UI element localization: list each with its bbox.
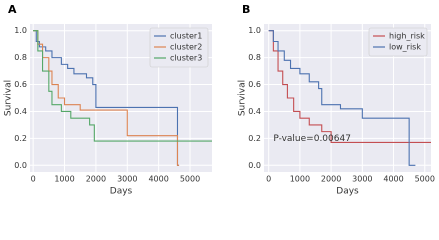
annotation: P-value=0.00647 — [273, 134, 351, 144]
y-tick-label: 0.6 — [248, 80, 261, 89]
y-axis-label: Survival — [238, 80, 248, 116]
panel-label: A — [8, 3, 17, 16]
x-tick-label: 5000 — [415, 175, 435, 184]
x-tick-label: 1000 — [54, 175, 74, 184]
x-tick-label: 4000 — [383, 175, 403, 184]
y-tick-label: 0.4 — [14, 107, 27, 116]
legend-label: high_risk — [389, 32, 425, 41]
y-tick-label: 1.0 — [248, 26, 261, 35]
x-tick-label: 3000 — [117, 175, 137, 184]
y-tick-label: 1.0 — [14, 26, 27, 35]
survival-curve — [33, 30, 180, 166]
y-tick-label: 0.8 — [14, 53, 27, 62]
x-tick-label: 0 — [31, 175, 36, 184]
x-tick-label: 2000 — [86, 175, 106, 184]
x-axis-label: Days — [336, 187, 359, 197]
legend-label: cluster2 — [170, 43, 202, 52]
legend-box — [149, 27, 209, 68]
legend-label: cluster1 — [170, 32, 202, 41]
y-tick-label: 0.0 — [14, 161, 27, 170]
page: {"chart_data": [ {"type": "line", "label… — [3, 3, 435, 197]
x-tick-label: 2000 — [321, 175, 341, 184]
y-tick-label: 0.2 — [14, 134, 27, 143]
legend-label: cluster3 — [170, 54, 202, 63]
y-tick-label: 0.2 — [248, 134, 261, 143]
x-tick-label: 5000 — [180, 175, 200, 184]
legend-box — [368, 27, 428, 57]
y-tick-label: 0.6 — [14, 80, 27, 89]
survival-curve — [268, 30, 431, 143]
legend-label: low_risk — [389, 43, 421, 52]
y-tick-label: 0.0 — [248, 161, 261, 170]
x-tick-label: 0 — [266, 175, 271, 184]
y-tick-label: 0.8 — [248, 53, 261, 62]
x-axis-label: Days — [110, 187, 133, 197]
figure: A 0.0 0.2 0.4 0.6 0.8 1.0 0 1000 2000 3000 4000 5000… — [4, 3, 435, 197]
x-tick-label: 1000 — [290, 175, 310, 184]
panel-label: B — [242, 3, 250, 16]
survival-curve — [33, 30, 180, 166]
survival-curve — [33, 30, 212, 142]
x-tick-label: 4000 — [148, 175, 168, 184]
survival-curve — [268, 30, 416, 166]
y-tick-label: 0.4 — [248, 107, 261, 116]
y-axis-label: Survival — [4, 80, 14, 116]
x-tick-label: 3000 — [352, 175, 372, 184]
